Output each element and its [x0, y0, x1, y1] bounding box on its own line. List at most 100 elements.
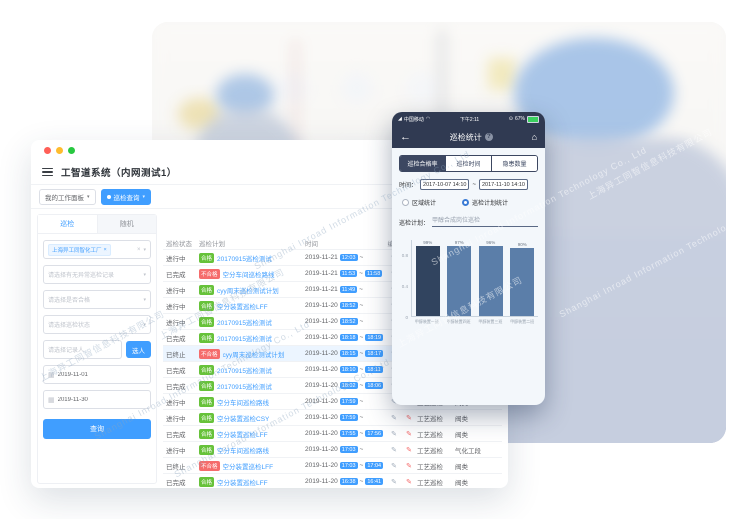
y-axis-tick: 0	[405, 315, 408, 320]
time-cell: 2019-11-20 18:52 ~	[305, 302, 387, 309]
abnormal-record-select[interactable]: 请选择有无异常巡检记录 ▾	[43, 265, 151, 284]
plan-link[interactable]: 空分装置巡检LFF	[217, 479, 268, 487]
plan-link[interactable]: 20170915巡检测试	[217, 255, 272, 263]
plan-link[interactable]: 空分装置巡检LFF	[222, 463, 274, 471]
header-cell: 巡检计划	[199, 240, 225, 248]
result-badge: 合格	[199, 364, 215, 375]
tab-inspection-query[interactable]: 巡检查询 ▾	[100, 188, 152, 205]
start-time-badge: 18:52	[339, 302, 358, 309]
time-label: 时间：	[399, 183, 418, 189]
menu-icon[interactable]	[42, 167, 53, 177]
plan-link[interactable]: 20170915巡检测试	[217, 367, 272, 375]
time-to-input[interactable]: 2017-11-10 14:10	[478, 179, 528, 190]
table-row[interactable]: 进行中 合格 空分车间巡检路线 2019-11-20 17:03 ~ ✎ ✎ 工艺巡检 气化工段	[163, 442, 502, 458]
table-row[interactable]: 已终止 不合格 空分装置巡检LFF 2019-11-20 17:03 ~17:04 ✎ ✎ 工艺…	[163, 458, 502, 474]
radio-region-stat[interactable]: 区域统计	[402, 198, 436, 207]
filter-tab-random[interactable]: 随机	[96, 215, 156, 233]
table-row[interactable]: 已完成 合格 空分装置巡检LFF 2019-11-20 16:38 ~16:41 ✎ ✎ 工艺巡…	[163, 474, 502, 488]
bar[interactable]	[478, 246, 503, 316]
stat-mode-radios: 区域统计 巡检计划统计	[402, 198, 535, 207]
record-cell: ✎	[387, 414, 403, 422]
plan-cell: 合格 空分车间巡检路线	[199, 444, 305, 455]
plan-link[interactable]: 空分装置巡检LFF	[217, 431, 268, 439]
clear-icon[interactable]: ×	[136, 246, 141, 253]
edit-icon[interactable]: ✎	[391, 446, 397, 454]
filter-tab-inspection[interactable]: 巡检	[38, 215, 97, 233]
record-cell: ✎	[387, 446, 403, 454]
plan-link[interactable]: 20170915巡检测试	[217, 335, 272, 343]
bar[interactable]	[415, 246, 440, 316]
radio-icon	[462, 199, 470, 206]
edit-red-icon[interactable]: ✎	[406, 414, 412, 422]
status-select[interactable]: 请选择巡检状态 ▾	[43, 315, 151, 334]
factory-select[interactable]: 上海异工同智化工厂 × × ▾	[43, 240, 151, 259]
plan-link[interactable]: 空分车间巡检路线	[222, 271, 275, 279]
plan-link[interactable]: 空分车间巡检路线	[217, 447, 270, 455]
result-badge: 不合格	[199, 268, 220, 279]
bar[interactable]	[447, 246, 472, 316]
edit-icon[interactable]: ✎	[391, 430, 397, 438]
end-time-badge: 18:06	[365, 382, 384, 389]
result-badge: 合格	[199, 444, 215, 455]
edit-icon[interactable]: ✎	[391, 414, 397, 422]
pick-person-button[interactable]: 选人	[126, 341, 151, 358]
plan-link[interactable]: 空分装置巡检LFF	[217, 303, 268, 311]
plan-value-input[interactable]: 甲醇合成岗位巡检	[432, 215, 538, 227]
start-date-input[interactable]: ▦ 2019-11-01	[43, 365, 151, 384]
time-cell: 2019-11-20 18:02 ~18:06	[305, 382, 387, 389]
recorder-input[interactable]: 请选择记录人	[43, 340, 122, 359]
traffic-light-close[interactable]	[44, 146, 51, 154]
segment-pass-rate[interactable]: 巡检合格率	[400, 156, 445, 171]
search-button[interactable]: 查询	[43, 419, 151, 439]
back-icon[interactable]: ←	[400, 131, 411, 143]
status-cell: 已完成	[166, 335, 186, 343]
tag-close-icon[interactable]: ×	[103, 246, 107, 253]
bar[interactable]	[510, 247, 535, 316]
phone-status-bar: ◢ 中国移动 ◠ 下午2:11 ⊙ 67%	[392, 112, 545, 126]
bar-group: 96%	[478, 240, 503, 316]
tab-my-workboard[interactable]: 我的工作面板 ▾	[39, 188, 96, 205]
signal-icon: ◢	[398, 116, 402, 122]
type-cell: 工艺巡检	[417, 479, 443, 487]
end-date-input[interactable]: ▦ 2019-11-30	[43, 390, 151, 409]
home-icon[interactable]: ⌂	[531, 132, 537, 142]
calendar-icon: ▦	[48, 396, 55, 404]
plan-link[interactable]: 20170915巡检测试	[217, 383, 272, 391]
start-time-badge: 17:03	[339, 446, 358, 453]
plan-link[interactable]: cyy周末巡检测试计划	[217, 287, 279, 295]
status-cell: 已完成	[166, 367, 186, 375]
tab-label: 巡检查询	[113, 194, 140, 202]
pass-fail-select[interactable]: 请选择是否合格 ▾	[43, 290, 151, 309]
x-axis-label: 甲醇装置一班	[414, 319, 439, 324]
type-cell: 工艺巡检	[417, 447, 443, 455]
segment-time[interactable]: 巡检时间	[445, 156, 491, 171]
select-placeholder: 请选择是否合格	[48, 298, 91, 304]
recorder-row: 请选择记录人 选人	[43, 340, 151, 359]
edit-red-icon[interactable]: ✎	[406, 430, 412, 438]
plan-link[interactable]: 空分车间巡检路线	[217, 399, 270, 407]
action-cell: ✎	[403, 462, 417, 470]
bar-value-label: 97%	[454, 240, 464, 245]
bar-value-label: 99%	[423, 240, 433, 245]
edit-red-icon[interactable]: ✎	[406, 478, 412, 486]
plan-link[interactable]: 空分装置巡检CSY	[217, 415, 270, 423]
help-icon[interactable]: ?	[484, 133, 493, 141]
table-row[interactable]: 已完成 合格 空分装置巡检LFF 2019-11-20 17:55 ~17:56 ✎ ✎ 工艺巡…	[163, 426, 502, 442]
edit-red-icon[interactable]: ✎	[406, 446, 412, 454]
plan-link[interactable]: cyy周末巡检测试计划	[222, 351, 285, 359]
plan-cell: 合格 20170915巡检测试	[199, 332, 305, 343]
segment-hazard-count[interactable]: 隐患数量	[491, 156, 537, 171]
edit-red-icon[interactable]: ✎	[406, 462, 412, 470]
time-separator: ~	[359, 318, 364, 325]
traffic-light-minimize[interactable]	[56, 146, 63, 154]
date-text: 2019-11-20	[305, 350, 338, 357]
header-cell: 巡检状态	[166, 240, 192, 248]
edit-icon[interactable]: ✎	[391, 478, 397, 486]
time-from-input[interactable]: 2017-10-07 14:10	[420, 179, 470, 190]
edit-icon[interactable]: ✎	[391, 462, 397, 470]
radio-plan-stat[interactable]: 巡检计划统计	[462, 198, 508, 207]
traffic-light-zoom[interactable]	[68, 146, 75, 154]
table-row[interactable]: 进行中 合格 空分装置巡检CSY 2019-11-20 17:59 ~ ✎ ✎ 工艺巡检 阀类	[163, 410, 502, 426]
plan-link[interactable]: 20170915巡检测试	[217, 319, 272, 327]
plan-cell: 合格 20170915巡检测试	[199, 316, 305, 327]
